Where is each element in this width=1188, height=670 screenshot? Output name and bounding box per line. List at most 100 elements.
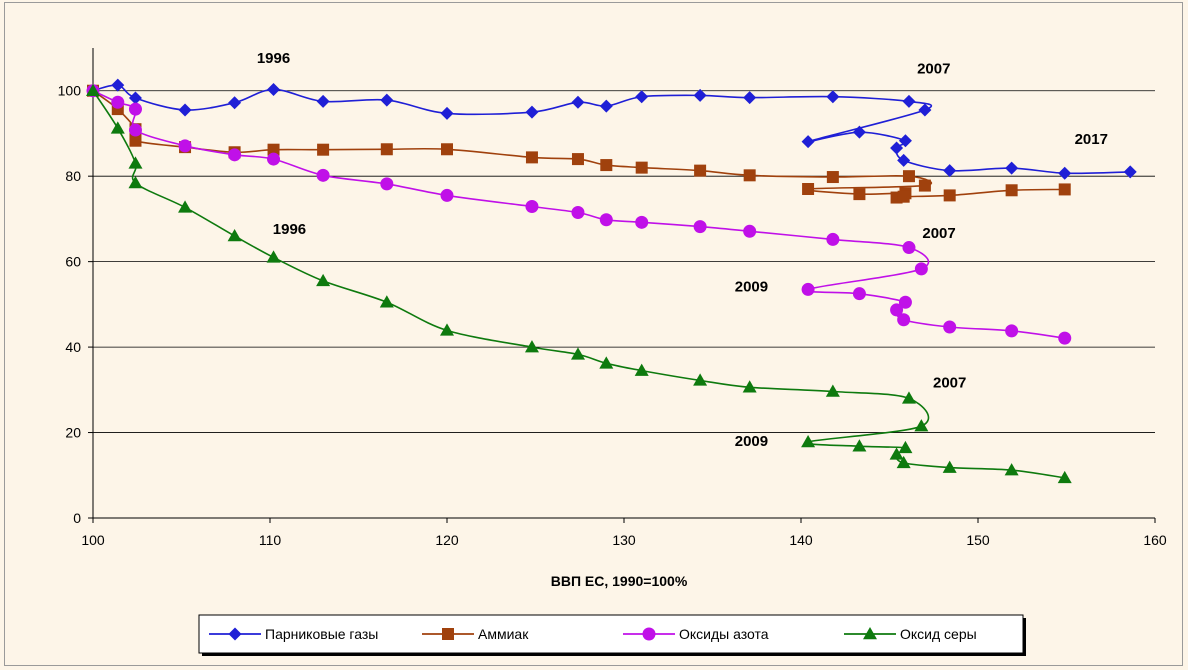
data-point-nitrogen-oxides [914,262,928,276]
data-point-sulfur-oxide [901,391,916,404]
year-annotation: 2007 [917,61,950,78]
data-point-sulfur-oxide [825,384,840,397]
data-point-greenhouse-gases [1058,166,1072,180]
data-point-ammonia [918,179,931,192]
data-point-nitrogen-oxides [897,313,911,327]
data-point-greenhouse-gases [897,153,911,167]
data-point-greenhouse-gases [898,134,912,148]
data-point-nitrogen-oxides [178,139,192,153]
x-tick-label: 110 [259,532,282,548]
data-point-nitrogen-oxides [1058,331,1072,345]
data-point-greenhouse-gases [743,91,757,105]
legend-label-ammonia: Аммиак [478,626,529,642]
data-point-sulfur-oxide [110,121,125,134]
data-point-sulfur-oxide [801,434,816,448]
legend-label-greenhouse-gases: Парниковые газы [265,626,378,642]
data-point-nitrogen-oxides [852,287,866,301]
legend-label-sulfur-oxide: Оксид серы [900,626,977,642]
series-line-greenhouse-gases [92,84,1131,175]
data-point-greenhouse-gases [525,105,539,119]
data-point-greenhouse-gases [852,125,866,139]
year-annotation: 2009 [735,433,768,450]
data-point-greenhouse-gases [1123,165,1137,179]
data-point-sulfur-oxide [128,176,143,189]
data-point-ammonia [897,190,910,203]
data-point-sulfur-oxide [898,440,913,454]
x-tick-label: 120 [435,532,459,548]
data-point-greenhouse-gases [267,82,281,96]
data-point-ammonia [1058,183,1071,196]
y-tick-label: 0 [73,510,81,526]
data-point-sulfur-oxide [693,373,708,386]
x-tick-label: 100 [81,532,105,548]
data-point-greenhouse-gases [440,106,454,120]
y-tick-label: 80 [65,168,81,184]
y-tick-label: 40 [65,339,81,355]
data-point-sulfur-oxide [86,83,100,96]
data-point-nitrogen-oxides [525,200,539,214]
data-point-sulfur-oxide [524,340,539,353]
data-point-greenhouse-gases [918,103,932,117]
data-point-ammonia [525,151,538,164]
data-point-ammonia [694,164,707,177]
legend-marker-nitrogen-oxides [642,627,656,641]
data-point-ammonia [571,153,584,166]
legend-marker-greenhouse-gases [228,627,242,641]
data-point-sulfur-oxide [178,200,193,213]
x-tick-label: 130 [612,532,636,548]
data-point-sulfur-oxide [942,460,957,473]
data-point-ammonia [802,183,815,195]
year-annotation: 2007 [933,375,966,392]
data-point-ammonia [943,189,956,202]
data-point-ammonia [635,161,648,174]
data-point-greenhouse-gases [902,94,916,108]
data-point-greenhouse-gases [111,78,125,92]
data-point-ammonia [129,134,142,147]
year-annotation: 2007 [922,225,955,242]
data-point-sulfur-oxide [634,363,649,376]
x-tick-label: 140 [789,532,813,548]
data-point-ammonia [600,159,613,172]
data-point-nitrogen-oxides [128,123,142,137]
data-point-nitrogen-oxides [693,220,707,234]
legend-label-nitrogen-oxides: Оксиды азота [679,626,769,642]
data-point-greenhouse-gases [178,103,192,117]
data-point-sulfur-oxide [896,455,911,469]
data-point-sulfur-oxide [570,347,585,360]
data-point-greenhouse-gases [599,99,613,113]
data-point-nitrogen-oxides [902,241,916,255]
data-point-ammonia [1005,184,1018,197]
x-tick-label: 150 [966,532,990,548]
data-point-nitrogen-oxides [898,295,912,309]
data-point-greenhouse-gases [943,164,957,178]
data-point-nitrogen-oxides [267,152,281,166]
data-point-sulfur-oxide [227,229,242,242]
data-point-sulfur-oxide [316,273,331,287]
y-tick-label: 100 [58,83,82,99]
data-point-greenhouse-gases [316,94,330,108]
data-point-greenhouse-gases [635,90,649,104]
data-point-nitrogen-oxides [111,95,125,109]
data-point-greenhouse-gases [128,91,142,105]
data-point-nitrogen-oxides [826,232,840,246]
data-point-nitrogen-oxides [228,148,242,162]
data-point-ammonia [743,169,756,182]
data-point-sulfur-oxide [440,323,454,336]
data-point-sulfur-oxide [914,419,929,432]
y-tick-label: 20 [65,425,81,441]
y-tick-label: 60 [65,254,81,270]
data-point-ammonia [267,143,280,156]
data-point-nitrogen-oxides [440,188,454,202]
data-point-greenhouse-gases [380,93,394,107]
year-annotation: 1996 [273,221,306,238]
data-point-sulfur-oxide [128,156,143,169]
year-annotation: 2017 [1075,131,1108,148]
data-point-greenhouse-gases [826,90,840,104]
data-point-sulfur-oxide [1004,463,1019,476]
data-point-sulfur-oxide [742,380,757,393]
chart-frame [4,2,1183,666]
data-point-greenhouse-gases [801,135,815,149]
data-point-nitrogen-oxides [743,224,757,238]
data-point-nitrogen-oxides [599,213,613,227]
